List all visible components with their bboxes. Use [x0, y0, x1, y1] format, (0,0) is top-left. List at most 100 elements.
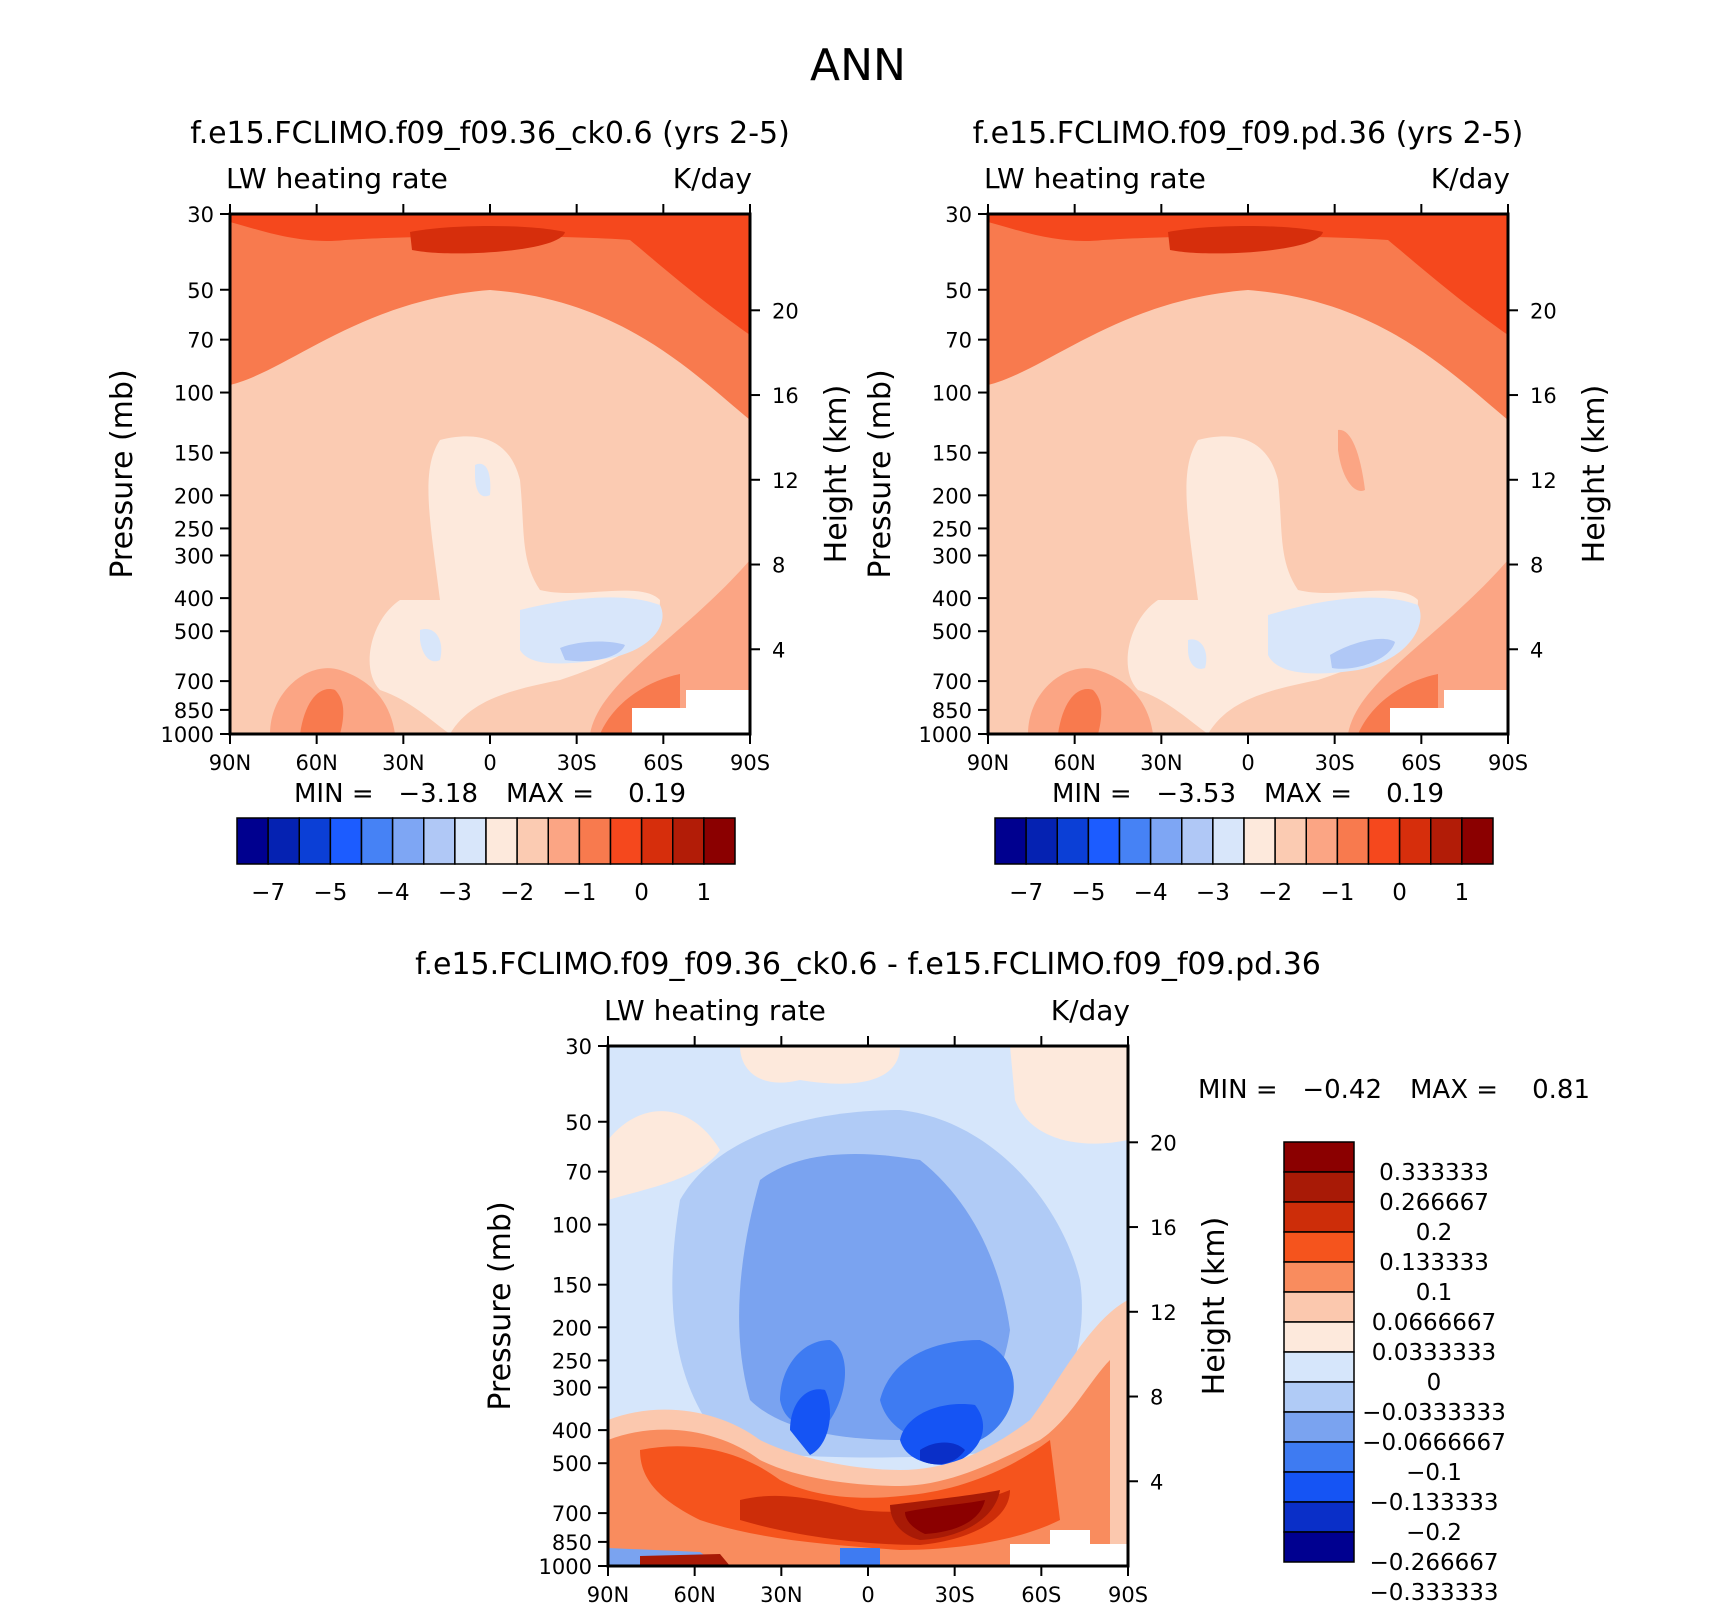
- contour-level-pos-1: [1338, 429, 1365, 491]
- panel-pd: f.e15.FCLIMO.f09_f09.pd.36 (yrs 2-5) LW …: [863, 116, 1612, 906]
- page-title: ANN: [810, 40, 906, 91]
- x-tick-label: 90S: [1108, 1583, 1148, 1607]
- y-axis-label: Pressure (mb): [105, 369, 140, 578]
- colorbar-swatch: [640, 817, 674, 865]
- panel-title: f.e15.FCLIMO.f09_f09.36_ck0.6 - f.e15.FC…: [415, 947, 1321, 982]
- x-tick-label: 60S: [1021, 1583, 1061, 1607]
- colorbar-swatch: [672, 817, 705, 865]
- colorbar-swatch: [1283, 1501, 1355, 1533]
- max-value: 0.19: [628, 779, 686, 809]
- y-tick-label: 150: [552, 1274, 592, 1298]
- y-tick-label: 100: [174, 382, 214, 406]
- contour-level-lower-left-core: [300, 689, 344, 734]
- x-tick-label: 90S: [730, 751, 770, 775]
- colorbar-label: −4: [376, 880, 410, 906]
- colorbar-label: 0.133333: [1379, 1250, 1489, 1276]
- colorbar-swatch: [1398, 817, 1432, 865]
- y-tick-label: 850: [174, 699, 214, 723]
- colorbar-label: 0: [1392, 880, 1407, 906]
- contour-level-lower-left-core: [1058, 689, 1102, 734]
- colorbar-label: −0.333333: [1369, 1580, 1498, 1606]
- contour-level-upper-max: [410, 226, 565, 254]
- colorbar-swatch: [1461, 817, 1494, 865]
- colorbar-label: −2: [1258, 880, 1292, 906]
- x-tick-label: 60S: [1401, 751, 1441, 775]
- colorbar-label: −0.1: [1406, 1460, 1462, 1486]
- x-tick-label: 0: [1241, 751, 1254, 775]
- y-tick-label: 700: [932, 670, 972, 694]
- colorbar-swatch: [391, 817, 425, 865]
- y-tick-label: 400: [174, 587, 214, 611]
- x-tick-label: 30S: [557, 751, 597, 775]
- contour-level-neg-4-left: [790, 1389, 830, 1455]
- y-tick-label: 30: [187, 203, 214, 227]
- min-label: MIN =: [294, 779, 374, 809]
- colorbar-swatch: [1118, 817, 1152, 865]
- colorbar-swatch: [994, 817, 1027, 865]
- x-tick-label: 90N: [209, 751, 251, 775]
- contour-level-upper: [230, 214, 750, 420]
- colorbar-swatch: [236, 817, 269, 865]
- x-tick-label: 30N: [760, 1583, 802, 1607]
- colorbar-label: 1: [1455, 880, 1470, 906]
- colorbar-swatch: [1283, 1261, 1355, 1293]
- contour-level-surface-pos: [640, 1554, 730, 1566]
- x-axis: 90N 60N 30N 0 30S 60S 90S: [587, 1036, 1148, 1607]
- y-right-tick-label: 4: [1530, 638, 1543, 662]
- colorbar-swatch: [703, 817, 736, 865]
- y-right-tick-label: 12: [1530, 469, 1557, 493]
- colorbar-swatch: [1283, 1291, 1355, 1323]
- colorbar-label: −5: [1071, 880, 1105, 906]
- x-tick-label: 0: [483, 751, 496, 775]
- colorbar-swatch: [267, 817, 300, 865]
- colorbar-label: −0.133333: [1369, 1490, 1498, 1516]
- colorbar-swatch: [1430, 817, 1463, 865]
- colorbar-swatch: [360, 817, 394, 865]
- max-label: MAX =: [506, 779, 594, 809]
- colorbar-swatch: [1283, 1381, 1355, 1413]
- y-right-tick-label: 12: [772, 469, 799, 493]
- y-tick-label: 150: [932, 442, 972, 466]
- min-label: MIN =: [1198, 1075, 1278, 1105]
- colorbar-swatch: [298, 817, 332, 865]
- contour-level-neg-4: [475, 463, 491, 497]
- contour-level-neg-2: [1330, 638, 1395, 669]
- panel-difference: f.e15.FCLIMO.f09_f09.36_ck0.6 - f.e15.FC…: [415, 947, 1590, 1607]
- colorbar-label: −0.2: [1406, 1520, 1462, 1546]
- colorbar-swatch: [1025, 817, 1058, 865]
- units-label: K/day: [1051, 994, 1130, 1027]
- y-tick-label: 850: [932, 699, 972, 723]
- colorbar-swatch: [485, 817, 518, 865]
- min-value: −3.53: [1156, 779, 1236, 809]
- y-right-tick-label: 20: [1530, 299, 1557, 323]
- colorbar-label: −0.266667: [1369, 1550, 1498, 1576]
- colorbar-label: −5: [313, 880, 347, 906]
- min-value: −3.18: [398, 779, 478, 809]
- y-tick-label: 400: [552, 1419, 592, 1443]
- colorbar-swatch: [1283, 1411, 1355, 1443]
- contour-field: [988, 214, 1508, 734]
- colorbar-label: 0: [634, 880, 649, 906]
- contour-level-neg-1: [520, 597, 663, 664]
- y-tick-label: 30: [565, 1035, 592, 1059]
- x-tick-label: 90N: [967, 751, 1009, 775]
- colorbar-swatch: [454, 817, 487, 865]
- x-tick-label: 60N: [295, 751, 337, 775]
- variable-label: LW heating rate: [984, 162, 1206, 195]
- x-tick-label: 60S: [643, 751, 683, 775]
- colorbar-swatch: [1283, 1471, 1355, 1503]
- colorbar: −7 −5 −4 −3 −2 −1 0 1: [994, 817, 1494, 906]
- colorbar-swatch: [1305, 817, 1339, 865]
- y-right-tick-label: 20: [772, 299, 799, 323]
- contour-level-pos-upper-right: [1010, 1046, 1128, 1144]
- x-tick-label: 30S: [1315, 751, 1355, 775]
- y-tick-label: 500: [552, 1452, 592, 1476]
- colorbar: 0.333333 0.266667 0.2 0.133333 0.1 0.0666667 0…: [1283, 1141, 1506, 1606]
- y-tick-label: 500: [932, 620, 972, 644]
- max-value: 0.81: [1532, 1075, 1590, 1105]
- y-axis-label-right: Height (km): [1577, 385, 1612, 564]
- y-tick-label: 700: [552, 1502, 592, 1526]
- y-tick-label: 250: [174, 517, 214, 541]
- y-tick-label: 400: [932, 587, 972, 611]
